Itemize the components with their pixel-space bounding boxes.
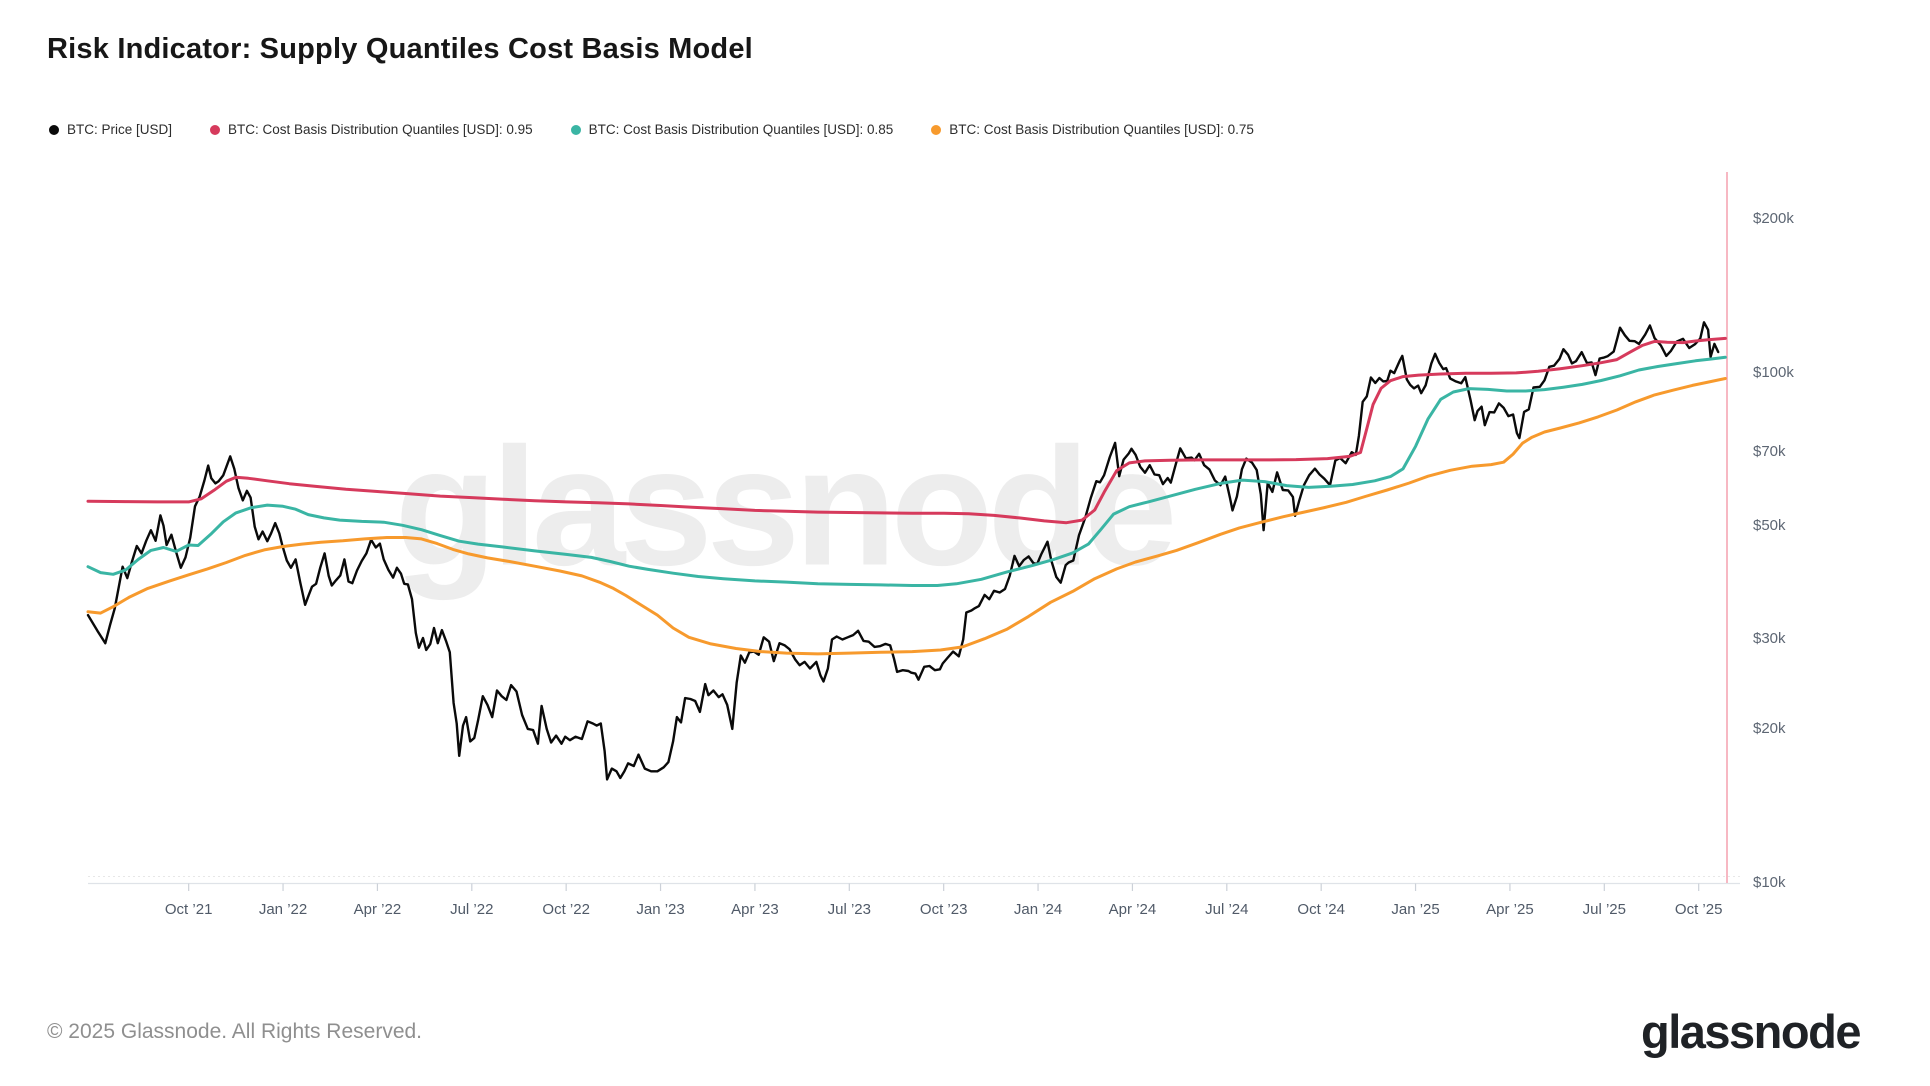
x-tick-label: Jan ’24 bbox=[1013, 901, 1063, 918]
legend-swatch-icon bbox=[49, 124, 59, 135]
series-q075[interactable] bbox=[86, 377, 1727, 656]
legend: BTC: Price [USD] BTC: Cost Basis Distribu… bbox=[49, 122, 1254, 137]
legend-item-q085[interactable]: BTC: Cost Basis Distribution Quantiles [… bbox=[570, 122, 894, 137]
legend-swatch-icon bbox=[570, 124, 581, 135]
x-tick-label: Apr ’22 bbox=[353, 901, 402, 918]
y-tick-label: $70k bbox=[1753, 442, 1786, 460]
y-tick-label: $100k bbox=[1753, 363, 1794, 381]
legend-item-price[interactable]: BTC: Price [USD] bbox=[49, 122, 172, 137]
legend-item-q095[interactable]: BTC: Cost Basis Distribution Quantiles [… bbox=[210, 122, 533, 137]
legend-swatch-icon bbox=[931, 124, 942, 135]
y-tick-label: $200k bbox=[1753, 210, 1794, 227]
legend-label: BTC: Cost Basis Distribution Quantiles [… bbox=[228, 122, 533, 137]
x-tick-label: Apr ’24 bbox=[1108, 901, 1157, 918]
x-tick-label: Oct ’24 bbox=[1297, 901, 1345, 918]
x-tick-label: Jul ’22 bbox=[450, 901, 494, 918]
legend-label: BTC: Price [USD] bbox=[67, 122, 173, 137]
y-tick-label: $50k bbox=[1753, 517, 1786, 535]
legend-item-q075[interactable]: BTC: Cost Basis Distribution Quantiles [… bbox=[931, 122, 1254, 137]
x-tick-label: Oct ’23 bbox=[919, 901, 968, 918]
x-tick-label: Jan ’25 bbox=[1391, 901, 1440, 918]
y-tick-label: $20k bbox=[1753, 720, 1786, 737]
x-tick-label: Jan ’22 bbox=[258, 901, 308, 918]
glassnode-watermark: glassnode bbox=[394, 412, 1178, 601]
x-tick-label: Apr ’23 bbox=[731, 901, 779, 918]
legend-swatch-icon bbox=[210, 124, 221, 135]
legend-label: BTC: Cost Basis Distribution Quantiles [… bbox=[588, 122, 894, 137]
series-q085[interactable] bbox=[86, 355, 1727, 587]
x-tick-label: Apr ’25 bbox=[1486, 901, 1534, 918]
legend-label: BTC: Cost Basis Distribution Quantiles [… bbox=[949, 122, 1254, 137]
x-tick-label: Jan ’23 bbox=[636, 901, 685, 918]
x-tick-label: Jul ’24 bbox=[1205, 901, 1249, 918]
y-tick-label: $30k bbox=[1753, 630, 1786, 648]
x-tick-label: Oct ’22 bbox=[542, 901, 590, 918]
x-tick-label: Jul ’25 bbox=[1582, 901, 1626, 918]
y-tick-label: $10k bbox=[1753, 873, 1786, 891]
x-tick-label: Oct ’21 bbox=[164, 901, 213, 918]
glassnode-logo: glassnode bbox=[1641, 1005, 1861, 1058]
copyright-text: © 2025 Glassnode. All Rights Reserved. bbox=[47, 1020, 423, 1043]
series-q095[interactable] bbox=[86, 336, 1727, 525]
series-price[interactable] bbox=[86, 321, 1720, 781]
page-title: Risk Indicator: Supply Quantiles Cost Ba… bbox=[47, 33, 753, 65]
x-tick-label: Jul ’23 bbox=[827, 901, 871, 918]
x-tick-label: Oct ’25 bbox=[1674, 901, 1723, 918]
